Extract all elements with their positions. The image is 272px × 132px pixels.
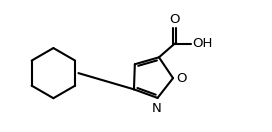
Text: OH: OH — [193, 37, 213, 50]
Text: N: N — [151, 102, 161, 115]
Text: O: O — [177, 72, 187, 85]
Text: O: O — [169, 13, 180, 26]
